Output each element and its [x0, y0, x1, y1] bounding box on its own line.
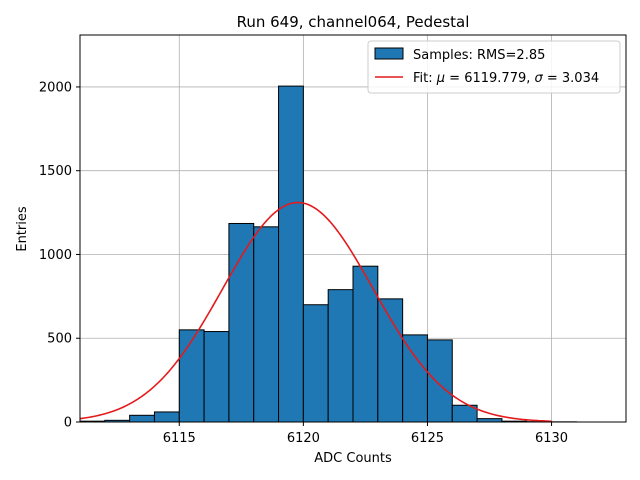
legend-mu-symbol: μ: [436, 71, 445, 86]
x-tick-label: 6115: [163, 431, 196, 446]
y-tick-label: 0: [64, 416, 72, 431]
y-tick-label: 500: [47, 332, 72, 347]
legend-sigma-symbol: σ: [535, 71, 544, 86]
histogram-bar: [327, 289, 354, 423]
x-tick-label: 6125: [411, 431, 444, 446]
x-tick-label: 6120: [287, 431, 320, 446]
x-axis: 6115 6120 6125 6130: [163, 422, 568, 446]
chart-title: Run 649, channel064, Pedestal: [237, 13, 470, 31]
histogram-bar: [278, 85, 304, 423]
legend-fit-label: Fit: μ = 6119.779, σ = 3.034: [413, 71, 599, 86]
legend-box: [367, 40, 621, 94]
x-axis-label: ADC Counts: [314, 451, 392, 466]
histogram-bar: [253, 226, 280, 423]
histogram-bar: [302, 304, 329, 423]
histogram-bar: [129, 414, 155, 423]
plot-frame: [79, 34, 627, 423]
legend-samples-label: Samples: RMS=2.85: [413, 48, 545, 63]
y-axis-label: Entries: [15, 206, 30, 252]
legend: Samples: RMS=2.85 Fit: μ = 6119.779, σ =…: [367, 40, 621, 94]
y-tick-label: 1500: [39, 164, 72, 179]
histogram-bar: [178, 329, 205, 423]
x-tick-label: 6130: [535, 431, 568, 446]
histogram-bar: [402, 334, 428, 423]
y-tick-label: 1000: [39, 248, 72, 263]
histogram-bar: [476, 418, 503, 423]
y-axis: 0 500 1000 1500 2000: [39, 80, 80, 431]
y-tick-label: 2000: [39, 80, 72, 95]
legend-fit-prefix: Fit:: [413, 71, 437, 86]
legend-fit-mu-value: = 6119.779,: [445, 71, 534, 86]
histogram-bar: [153, 411, 180, 423]
fit-curve: [79, 201, 552, 423]
legend-samples-swatch: [374, 47, 404, 60]
histogram-bar: [426, 339, 453, 423]
histogram-bar: [228, 222, 255, 423]
histogram-bar: [203, 331, 230, 423]
legend-fit-sigma-value: = 3.034: [543, 71, 599, 86]
